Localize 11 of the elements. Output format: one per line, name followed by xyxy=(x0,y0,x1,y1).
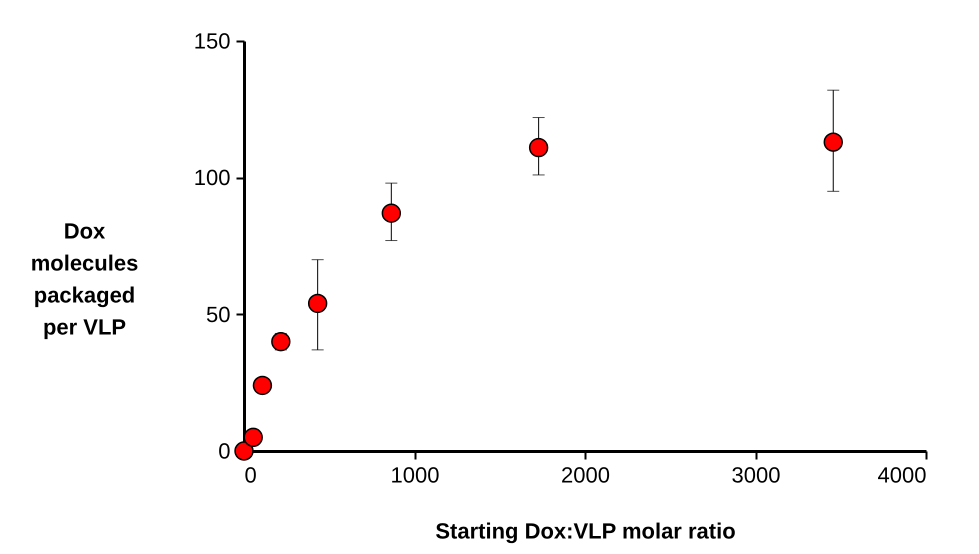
y-tick-label: 0 xyxy=(218,438,230,464)
y-tick-label: 50 xyxy=(206,302,230,327)
x-tick-label: 2000 xyxy=(561,462,610,488)
y-tick-label: 150 xyxy=(194,28,230,54)
x-tick-label: 0 xyxy=(244,462,257,488)
y-tick-label: 100 xyxy=(194,165,230,190)
x-tick-label: 3000 xyxy=(732,462,780,488)
x-tick-label: 1000 xyxy=(390,462,440,488)
x-axis-title: Starting Dox:VLP molar ratio xyxy=(435,518,736,544)
x-tick-label: 4000 xyxy=(878,462,926,488)
y-axis-title: Dox molecules packaged per VLP xyxy=(30,218,138,340)
